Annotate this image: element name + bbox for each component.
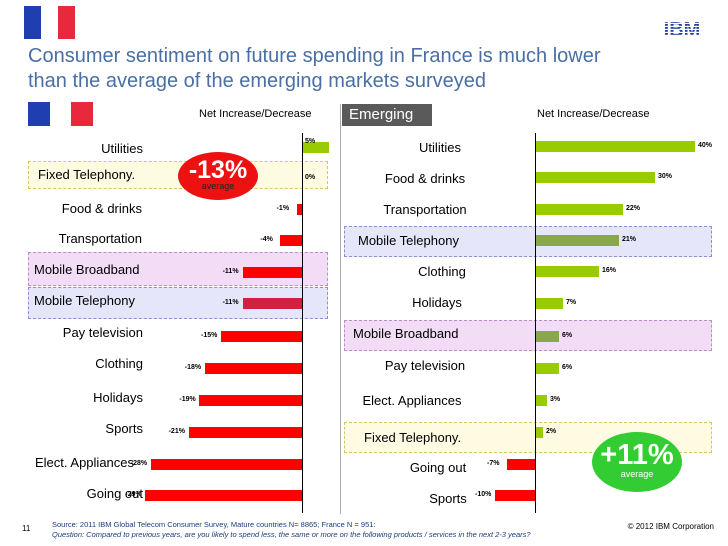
left-bar bbox=[242, 267, 302, 278]
page-title: Consumer sentiment on future spending in… bbox=[28, 44, 698, 94]
right-value-label: 21% bbox=[622, 236, 637, 243]
left-category-label: Clothing bbox=[95, 356, 143, 371]
right-value-label: 7% bbox=[566, 299, 577, 306]
right-bar bbox=[507, 459, 535, 470]
copyright: © 2012 IBM Corporation bbox=[627, 522, 714, 531]
right-average-bubble: +11% average bbox=[592, 432, 682, 492]
title-line-2: than the average of the emerging markets… bbox=[28, 70, 487, 92]
left-value-label: -19% bbox=[179, 396, 196, 403]
left-bar bbox=[199, 395, 302, 406]
right-average-value: +11% bbox=[600, 439, 674, 471]
right-value-label: 40% bbox=[698, 142, 713, 149]
left-category-label: Sports bbox=[105, 421, 143, 436]
france-flag-top bbox=[24, 6, 75, 39]
ibm-logo: IBM bbox=[664, 19, 701, 40]
left-bar bbox=[188, 427, 302, 438]
right-bar bbox=[535, 363, 559, 374]
right-value-label: 3% bbox=[550, 396, 561, 403]
left-chart-zero-axis bbox=[302, 133, 303, 513]
right-value-label: -10% bbox=[475, 491, 492, 498]
right-bar bbox=[535, 331, 559, 342]
right-category-label: Food & drinks bbox=[384, 171, 466, 186]
highlight-mobile-broadband-right bbox=[344, 320, 712, 351]
right-category-label: Mobile Telephony bbox=[358, 233, 459, 248]
left-category-label: Mobile Broadband bbox=[34, 262, 140, 277]
right-category-label: Elect. Appliances bbox=[362, 393, 462, 408]
left-category-label: Mobile Telephony bbox=[34, 293, 135, 308]
right-average-caption: average bbox=[620, 469, 654, 479]
left-bar bbox=[221, 331, 302, 342]
right-value-label: 6% bbox=[562, 332, 573, 339]
right-chart-header: Net Increase/Decrease bbox=[537, 108, 650, 120]
left-value-label: -28% bbox=[130, 460, 148, 467]
ibm-logo-text: IBM bbox=[664, 19, 701, 40]
left-bar bbox=[242, 298, 302, 309]
emerging-panel-label: Emerging bbox=[342, 104, 432, 126]
right-category-label: Sports bbox=[429, 491, 467, 506]
left-category-label: Fixed Telephony. bbox=[38, 167, 136, 182]
right-bar bbox=[535, 235, 619, 246]
left-category-label: Going out bbox=[86, 486, 143, 501]
left-average-bubble: -13% average bbox=[178, 152, 258, 200]
left-bar bbox=[150, 459, 302, 470]
right-bar bbox=[535, 141, 695, 152]
left-value-label: -4% bbox=[260, 236, 273, 243]
right-bar bbox=[535, 427, 543, 438]
left-bar bbox=[280, 235, 302, 246]
france-flag-panel bbox=[28, 102, 93, 126]
right-value-label: -7% bbox=[487, 460, 500, 467]
left-bar bbox=[302, 142, 329, 153]
left-value-label: -11% bbox=[222, 268, 239, 275]
left-value-label: -1% bbox=[276, 205, 290, 212]
left-value-label: 0% bbox=[305, 174, 316, 181]
right-chart-zero-axis bbox=[535, 133, 536, 513]
left-bar bbox=[145, 490, 302, 501]
right-category-label: Pay television bbox=[384, 358, 466, 373]
right-bar bbox=[535, 298, 563, 309]
left-value-label: -18% bbox=[184, 364, 202, 371]
left-value-label: -11% bbox=[222, 299, 239, 306]
left-category-label: Food & drinks bbox=[61, 201, 142, 216]
title-line-1: Consumer sentiment on future spending in… bbox=[28, 45, 601, 67]
left-category-label: Transportation bbox=[58, 231, 142, 246]
left-category-label: Pay television bbox=[62, 325, 143, 340]
left-chart-header: Net Increase/Decrease bbox=[199, 108, 312, 120]
right-category-label: Utilities bbox=[419, 140, 461, 155]
right-bar bbox=[535, 395, 547, 406]
right-bar bbox=[535, 204, 623, 215]
source-line: Source: 2011 IBM Global Telecom Consumer… bbox=[52, 520, 376, 529]
right-category-label: Mobile Broadband bbox=[353, 326, 459, 341]
right-bar bbox=[495, 490, 535, 501]
right-category-label: Going out bbox=[409, 460, 467, 475]
left-bar bbox=[204, 363, 302, 374]
right-bar bbox=[535, 172, 655, 183]
question-line: Question: Compared to previous years, ar… bbox=[52, 530, 531, 539]
page-number: 11 bbox=[22, 524, 31, 533]
right-value-label: 30% bbox=[658, 173, 673, 180]
left-value-label: -29% bbox=[125, 491, 142, 498]
left-category-label: Elect. Appliances bbox=[35, 455, 135, 470]
left-average-value: -13% bbox=[188, 156, 248, 184]
right-category-label: Clothing bbox=[418, 264, 466, 279]
right-value-label: 16% bbox=[602, 267, 617, 274]
source-note: Source: 2011 IBM Global Telecom Consumer… bbox=[52, 520, 531, 540]
left-value-label: 5% bbox=[305, 138, 316, 145]
left-value-label: -21% bbox=[168, 428, 185, 435]
right-bar bbox=[535, 266, 599, 277]
right-category-label: Fixed Telephony. bbox=[364, 430, 462, 445]
highlight-mobile-telephony-right bbox=[344, 226, 712, 257]
highlight-fixed-telephony-left bbox=[28, 161, 328, 189]
left-bar bbox=[296, 204, 302, 215]
left-category-label: Utilities bbox=[101, 141, 143, 156]
panel-divider bbox=[340, 104, 341, 514]
left-value-label: -15% bbox=[201, 332, 218, 339]
right-value-label: 22% bbox=[626, 205, 641, 212]
left-category-label: Holidays bbox=[93, 390, 143, 405]
right-value-label: 2% bbox=[546, 428, 557, 435]
right-category-label: Transportation bbox=[383, 202, 467, 217]
right-value-label: 6% bbox=[562, 364, 573, 371]
left-average-caption: average bbox=[201, 181, 235, 191]
right-category-label: Holidays bbox=[412, 295, 462, 310]
